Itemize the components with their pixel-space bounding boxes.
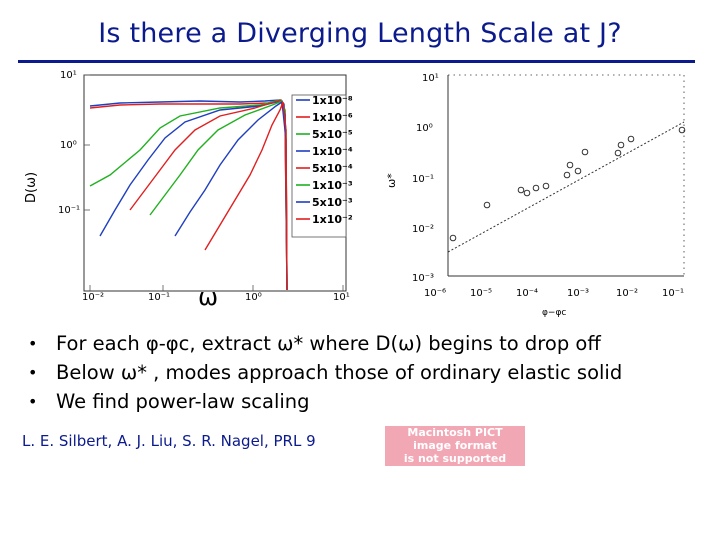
dos-plot: 1x10⁻⁸ 1x10⁻⁶ 5x10⁻⁵ 1x10⁻⁴ 5x10⁻⁴ 1x10⁻³ 5x10… — [24, 70, 686, 318]
dos-curve-5e-4 — [129, 99, 288, 291]
bullet-item: We find power-law scaling — [28, 387, 622, 416]
scaling-point — [581, 148, 589, 156]
dos-legend: 1x10⁻⁸ 1x10⁻⁶ 5x10⁻⁵ 1x10⁻⁴ 5x10⁻⁴ 1x10⁻³ 5x10… — [296, 94, 353, 226]
dos-legend-label: 5x10⁻³ — [312, 196, 353, 209]
scaling-ytick-4: 10⁻² — [412, 224, 434, 235]
dos-legend-label: 1x10⁻⁸ — [312, 94, 353, 107]
dos-xtick-2: 10⁻¹ — [148, 292, 170, 303]
dos-curve-1e-6 — [89, 100, 288, 291]
dos-xlabel: ω — [198, 283, 218, 311]
bullet-list: For each φ-φc, extract ω* where D(ω) beg… — [28, 329, 622, 416]
scaling-point — [566, 161, 574, 169]
bullet-item: For each φ-φc, extract ω* where D(ω) beg… — [28, 329, 622, 358]
scaling-point — [563, 171, 571, 179]
dos-legend-label: 1x10⁻² — [312, 213, 353, 226]
slide-title: Is there a Diverging Length Scale at J? — [98, 18, 622, 49]
scaling-ytick-1: 10¹ — [422, 73, 439, 84]
dos-curve-1e-2 — [204, 101, 288, 291]
dos-xtick-1: 10⁻² — [82, 292, 104, 303]
scaling-ytick-2: 10⁰ — [416, 123, 433, 134]
dos-ytick-2: 10⁰ — [60, 140, 77, 151]
dos-legend-label: 1x10⁻⁶ — [312, 111, 353, 124]
scaling-ytick-5: 10⁻³ — [412, 273, 434, 284]
scaling-points — [449, 126, 686, 242]
scaling-ytick-3: 10⁻¹ — [412, 174, 434, 185]
dos-legend-box — [291, 94, 347, 238]
scaling-point — [483, 201, 491, 209]
scaling-point — [617, 141, 625, 149]
dos-legend-label: 1x10⁻⁴ — [312, 145, 353, 158]
pict-line-1: Macintosh PICT — [407, 426, 503, 439]
scaling-point — [449, 234, 457, 242]
pict-line-3: is not supported — [403, 452, 507, 465]
scaling-xtick-2: 10⁻⁵ — [470, 288, 492, 299]
dos-legend-label: 5x10⁻⁵ — [312, 128, 353, 141]
dos-ylabel: D(ω) — [24, 172, 39, 203]
dos-curve-1e-8 — [89, 99, 288, 291]
dos-ytick-3: 10⁻¹ — [58, 205, 80, 216]
dos-xtick-3: 10⁰ — [245, 292, 262, 303]
scaling-plot-frame — [448, 74, 685, 276]
scaling-xtick-6: 10⁻¹ — [662, 288, 684, 299]
scaling-point — [614, 149, 622, 157]
scaling-point — [542, 182, 550, 190]
dos-xtick-4: 10¹ — [333, 292, 350, 303]
scaling-point — [627, 135, 635, 143]
dos-curve-1e-3 — [149, 99, 288, 291]
title-underline — [18, 60, 695, 63]
citation: L. E. Silbert, A. J. Liu, S. R. Nagel, P… — [22, 432, 316, 450]
scaling-xtick-5: 10⁻² — [616, 288, 638, 299]
scaling-xtick-3: 10⁻⁴ — [516, 288, 538, 299]
dos-curve-1e-4 — [99, 100, 288, 291]
scaling-point — [532, 184, 540, 192]
dos-curve-5e-5 — [89, 99, 288, 291]
scaling-xtick-4: 10⁻³ — [567, 288, 589, 299]
dos-legend-label: 1x10⁻³ — [312, 179, 353, 192]
scaling-xtick-1: 10⁻⁶ — [424, 288, 446, 299]
dos-curves — [89, 99, 288, 291]
dos-legend-label: 5x10⁻⁴ — [312, 162, 353, 175]
pict-line-2: image format — [413, 439, 497, 452]
dos-curve-5e-3 — [174, 100, 288, 291]
scaling-xlabel: φ−φc — [542, 308, 566, 318]
dos-plot-ticks — [84, 74, 344, 291]
scaling-point — [678, 126, 686, 134]
scaling-point — [574, 167, 582, 175]
bullet-item: Below ω* , modes approach those of ordin… — [28, 358, 622, 387]
scaling-point — [517, 186, 525, 194]
scaling-ylabel: ω* — [385, 173, 398, 188]
scaling-point — [523, 189, 531, 197]
scaling-fit-line — [447, 121, 685, 253]
pict-placeholder: Macintosh PICT image format is not suppo… — [385, 426, 525, 466]
dos-ytick-1: 10¹ — [60, 70, 77, 81]
